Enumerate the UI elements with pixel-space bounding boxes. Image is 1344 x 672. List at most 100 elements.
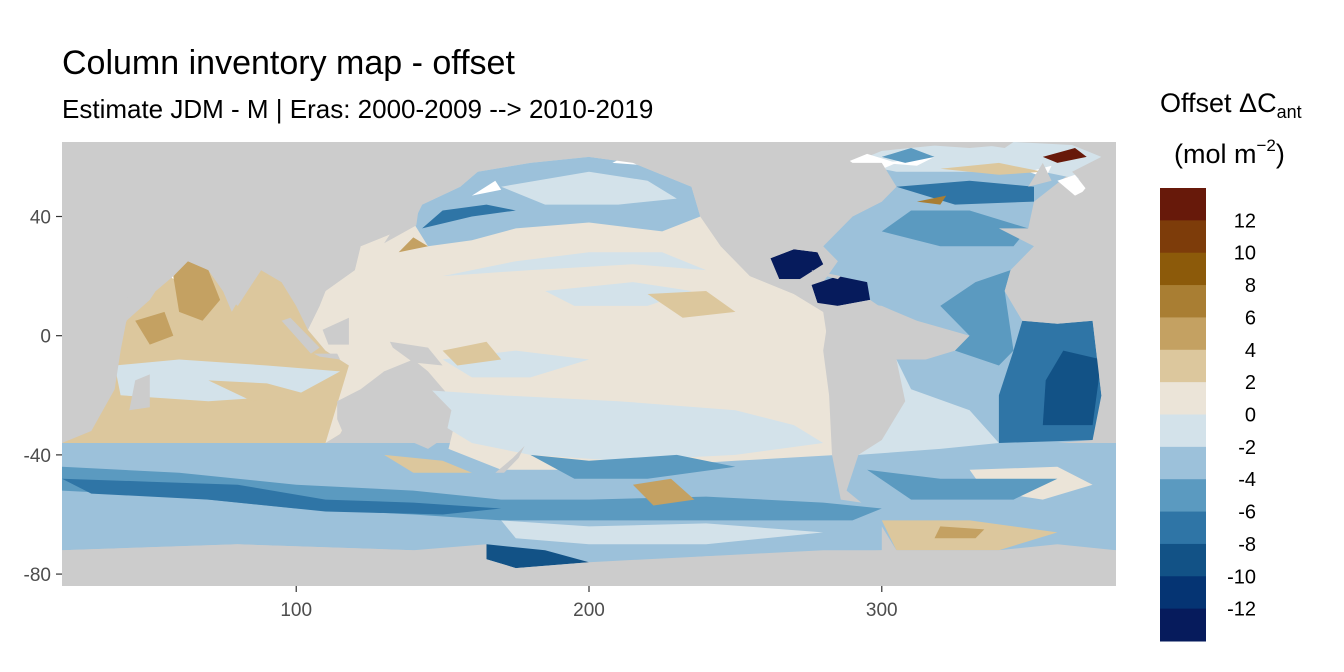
gulf-of-mexico [770, 249, 824, 280]
north-pacific-mid [501, 171, 677, 205]
scandinavia [1089, 145, 1116, 160]
legend-label: 12 [1234, 210, 1256, 232]
legend: Offset ΔCant (mol m−2) 12 10 8 6 4 2 0 -2 -4 -6 -8… [1160, 88, 1302, 642]
legend-colorbar [1160, 188, 1206, 642]
north-atlantic-current [896, 180, 1034, 205]
legend-label: 8 [1245, 275, 1256, 297]
weddell-core [934, 526, 985, 539]
plot-panel [62, 142, 1116, 586]
x-tick-label: 100 [280, 600, 312, 621]
legend-swatch [1160, 414, 1206, 448]
pacific-west-tan [442, 341, 502, 366]
iceland [984, 142, 1014, 148]
legend-label: -8 [1238, 534, 1256, 556]
sumatra [281, 317, 320, 354]
legend-label: -6 [1238, 502, 1256, 524]
legend-swatch [1160, 188, 1206, 221]
africa-east [62, 237, 156, 443]
africa-west [998, 228, 1116, 396]
legend-swatch [1160, 220, 1206, 254]
central-america [750, 276, 830, 312]
nordic-sea-hot [1042, 148, 1087, 163]
gulf-stream [881, 210, 1029, 247]
new-guinea [389, 341, 443, 366]
pacific-south-light [413, 389, 824, 461]
south-pacific-blue [530, 454, 736, 479]
java [313, 353, 341, 360]
marks-layer [62, 142, 1116, 586]
legend-labels: 12 10 8 6 4 2 0 -2 -4 -6 -8 -10 -12 [1227, 210, 1256, 620]
x-tick-label: 200 [573, 600, 605, 621]
legend-swatch [1160, 349, 1206, 383]
legend-label: 10 [1234, 243, 1256, 265]
chart-title: Column inventory map - offset [62, 44, 515, 82]
y-tick-label: -40 [24, 446, 51, 467]
kuroshio-tan [398, 237, 428, 253]
south-indian-tan [208, 380, 311, 402]
legend-label: 6 [1245, 307, 1256, 329]
cuba [811, 270, 841, 280]
caribbean-sea [811, 276, 871, 306]
legend-unit: (mol m−2) [1174, 136, 1285, 169]
south-atlantic-acc [867, 469, 1058, 500]
gulf-of-guinea [1042, 350, 1102, 426]
legend-title: Offset ΔCant [1160, 88, 1302, 122]
borneo [322, 317, 349, 345]
south-america [823, 299, 955, 503]
equatorial-atlantic [940, 270, 1014, 366]
japan [384, 204, 420, 244]
tasman-tan [384, 454, 472, 473]
y-tick-label: 40 [30, 207, 51, 228]
uk [1028, 162, 1052, 187]
ross-sea-dark [486, 544, 589, 569]
legend-swatch [1160, 576, 1206, 610]
legend-swatch [1160, 446, 1206, 480]
legend-swatch [1160, 285, 1206, 318]
arabian-sea [173, 261, 221, 321]
y-tick-label: 0 [40, 327, 51, 348]
madagascar [129, 374, 150, 411]
pacific-north-tropic [545, 282, 692, 306]
ross-sea-light [501, 520, 824, 545]
pacific-subtropic [442, 252, 707, 277]
na-patch-14 [1057, 174, 1087, 196]
legend-swatch [1160, 317, 1206, 351]
land-north-asia [62, 180, 326, 223]
legend-swatch [1160, 382, 1206, 415]
legend-label: 4 [1245, 340, 1256, 362]
legend-label: -10 [1227, 566, 1256, 588]
legend-label: -2 [1238, 437, 1256, 459]
legend-swatch [1160, 479, 1206, 513]
y-axis: 40 0 -40 -80 [24, 207, 62, 586]
legend-swatch [1160, 608, 1206, 642]
somali-basin [135, 311, 174, 345]
north-atlantic-tan-spot [916, 195, 947, 205]
pacific-east-tan [647, 291, 736, 318]
iceland-basin-tan [940, 162, 1043, 175]
legend-label: 0 [1245, 405, 1256, 427]
antarctica [62, 526, 1116, 586]
labrador-sea [881, 148, 935, 163]
north-america [574, 142, 897, 277]
acc-band [62, 466, 882, 521]
greenland [925, 142, 1014, 148]
europe [1034, 156, 1116, 229]
acc-tan-streak [632, 478, 695, 506]
x-tick-label: 300 [866, 600, 898, 621]
na-patch-8 [471, 180, 502, 196]
legend-label: -12 [1227, 599, 1256, 621]
y-tick-label: -80 [24, 565, 51, 586]
legend-swatch [1160, 252, 1206, 286]
x-axis: 100 200 300 [280, 586, 898, 621]
kuroshio-extension [422, 204, 516, 229]
subantarctic-indian [62, 443, 443, 461]
legend-label: -4 [1238, 469, 1256, 491]
india [208, 270, 262, 312]
legend-swatch [1160, 511, 1206, 545]
legend-label: 2 [1245, 372, 1256, 394]
acc-core [62, 478, 502, 515]
australia [337, 365, 452, 449]
legend-swatch [1160, 543, 1206, 577]
chart-subtitle: Estimate JDM - M | Eras: 2000-2009 --> 2… [62, 94, 653, 124]
